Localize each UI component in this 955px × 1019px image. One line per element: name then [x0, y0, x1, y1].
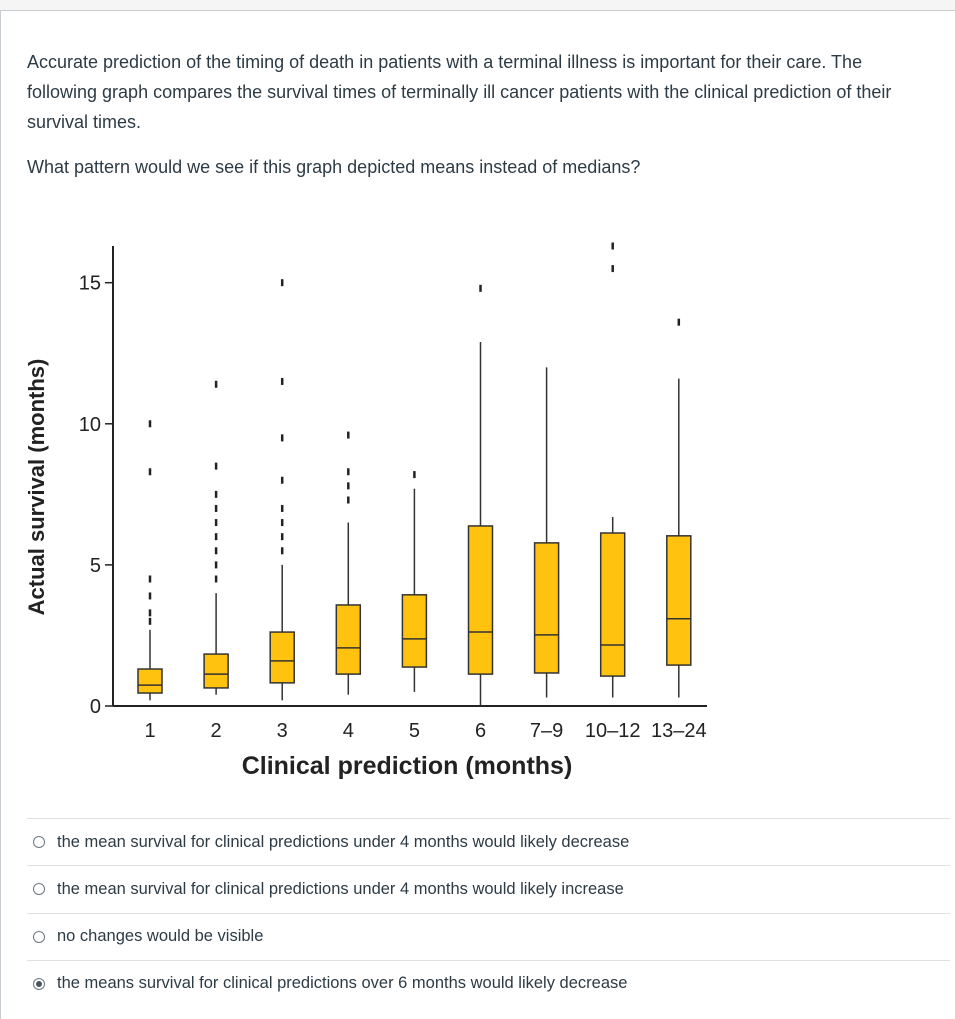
radio-button[interactable]: [33, 883, 45, 896]
box: [401, 594, 428, 668]
box: [137, 668, 163, 694]
question-text: Accurate prediction of the timing of dea…: [27, 52, 892, 132]
answer-text: the mean survival for clinical predictio…: [57, 832, 630, 851]
answer-text: the mean survival for clinical predictio…: [57, 879, 624, 898]
radio-button[interactable]: [33, 930, 45, 943]
x-tick-label: 5: [409, 720, 420, 742]
y-tick-label: 10: [79, 414, 101, 436]
y-axis-label: Actual survival (months): [24, 359, 49, 616]
x-tick-label: 3: [277, 720, 288, 742]
box: [203, 653, 229, 689]
x-tick-label: 4: [343, 720, 354, 742]
x-tick-label: 2: [211, 720, 222, 742]
answer-option[interactable]: no changes would be visible: [27, 912, 950, 960]
answer-text: no changes would be visible: [57, 927, 264, 946]
x-tick-label: 6: [475, 720, 486, 742]
box: [269, 631, 295, 684]
x-axis-label: Clinical prediction (months): [242, 752, 573, 780]
box: [335, 604, 362, 675]
question-prompt: What pattern would we see if this graph …: [27, 157, 641, 177]
radio-button[interactable]: [33, 977, 45, 990]
left-border: [0, 11, 1, 1019]
y-tick-label: 0: [90, 696, 101, 718]
box: [533, 542, 560, 674]
top-bar: [0, 0, 955, 11]
answer-option[interactable]: the means survival for clinical predicti…: [27, 959, 950, 1007]
radio-button[interactable]: [33, 836, 45, 848]
box: [666, 535, 692, 666]
y-tick-label: 15: [79, 273, 101, 295]
answer-option[interactable]: the mean survival for clinical predictio…: [27, 818, 950, 865]
x-tick-label: 7–9: [530, 720, 563, 742]
chart: Actual survival (months) Clinical predic…: [24, 242, 707, 780]
x-tick-label: 13–24: [651, 720, 707, 742]
box: [467, 525, 494, 675]
box: [599, 532, 626, 677]
answer-text: the means survival for clinical predicti…: [57, 974, 628, 993]
x-tick-label: 10–12: [585, 720, 641, 742]
y-tick-label: 5: [90, 555, 101, 577]
answer-option[interactable]: the mean survival for clinical predictio…: [27, 865, 950, 912]
x-tick-label: 1: [144, 720, 155, 742]
